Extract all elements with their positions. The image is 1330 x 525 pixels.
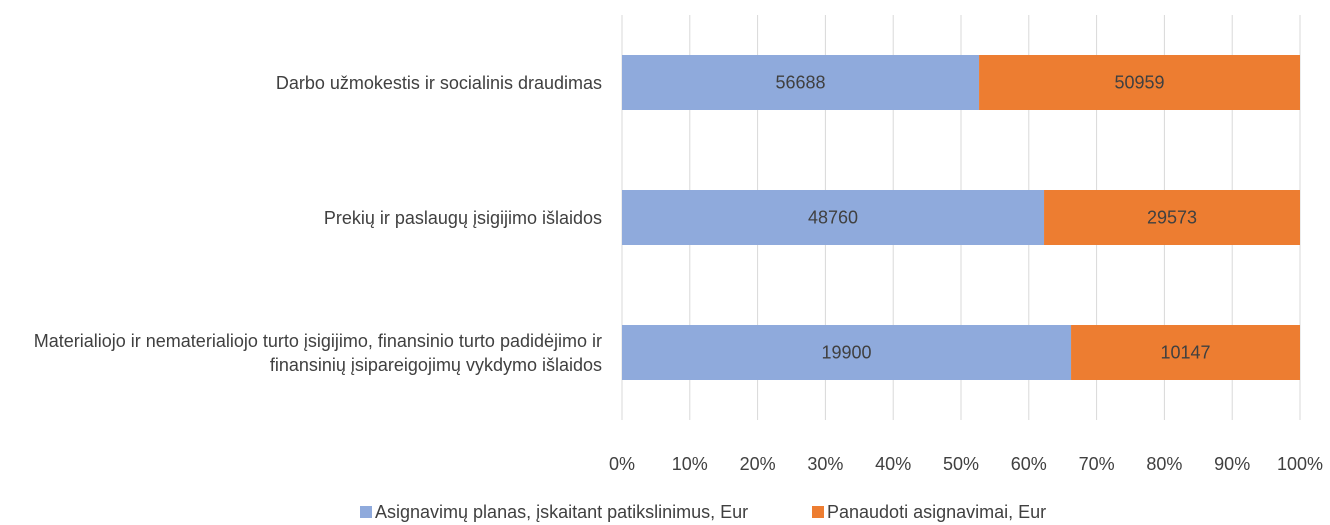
x-tick-label: 30%: [807, 454, 843, 474]
x-tick-label: 10%: [672, 454, 708, 474]
data-label: 19900: [821, 342, 871, 362]
bar-segment: [622, 190, 1045, 245]
bar-segment: [622, 55, 980, 110]
bar-segment: [979, 55, 1300, 110]
x-tick-label: 50%: [943, 454, 979, 474]
bar-segment: [1044, 190, 1300, 245]
data-label: 29573: [1147, 207, 1197, 227]
legend-label: Asignavimų planas, įskaitant patikslinim…: [375, 502, 748, 522]
x-tick-label: 20%: [740, 454, 776, 474]
legend-swatch: [360, 506, 372, 518]
data-label: 48760: [808, 207, 858, 227]
x-tick-label: 60%: [1011, 454, 1047, 474]
x-tick-label: 40%: [875, 454, 911, 474]
legend-swatch: [812, 506, 824, 518]
x-tick-label: 100%: [1277, 454, 1323, 474]
x-tick-label: 80%: [1146, 454, 1182, 474]
x-tick-label: 0%: [609, 454, 635, 474]
bar-segment: [1071, 325, 1300, 380]
data-label: 50959: [1114, 72, 1164, 92]
x-tick-label: 90%: [1214, 454, 1250, 474]
data-label: 56688: [775, 72, 825, 92]
data-label: 10147: [1160, 342, 1210, 362]
category-label: Prekių ir paslaugų įsigijimo išlaidos: [323, 207, 602, 228]
legend-label: Panaudoti asignavimai, Eur: [827, 502, 1046, 522]
category-label: Materialiojo ir nematerialiojo turto įsi…: [33, 330, 602, 375]
category-label: Darbo užmokestis ir socialinis draudimas: [275, 72, 602, 93]
bar-segment: [622, 325, 1072, 380]
x-tick-label: 70%: [1079, 454, 1115, 474]
